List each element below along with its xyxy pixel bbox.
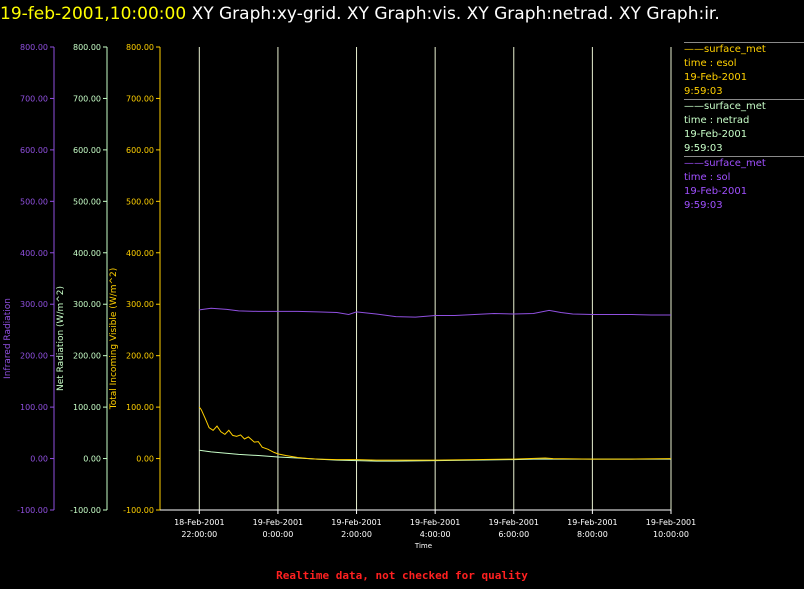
y-tick-label-ir: 800.00 (20, 43, 48, 52)
y-tick-label-netrad: 600.00 (73, 146, 101, 155)
y-tick-label-netrad: 700.00 (73, 94, 101, 103)
legend-series-name: ——surface_met (684, 44, 766, 55)
legend-entry-sol: ——surface_met time : sol 19-Feb-2001 9:5… (684, 156, 804, 213)
y-tick-label-ir: 400.00 (20, 249, 48, 258)
y-axis-title-ir: Infrared Radiation (3, 298, 13, 379)
x-tick-date-label: 19-Feb-2001 (567, 518, 617, 527)
legend-time: 9:59:03 (684, 143, 723, 154)
quality-warning: Realtime data, not checked for quality (276, 569, 528, 582)
y-tick-label-ir: 0.00 (30, 455, 48, 464)
y-axis-title-netrad: Net Radiation (W/m^2) (56, 286, 66, 391)
series-line-vis (198, 406, 672, 461)
x-tick-time-label: 8:00:00 (577, 530, 608, 539)
legend-entry-netrad: ——surface_met time : netrad 19-Feb-2001 … (684, 99, 804, 156)
x-tick-date-label: 18-Feb-2001 (174, 518, 224, 527)
legend-entry-esol: ——surface_met time : esol 19-Feb-2001 9:… (684, 42, 804, 99)
legend-date: 19-Feb-2001 (684, 72, 748, 83)
y-tick-label-netrad: 400.00 (73, 249, 101, 258)
x-axis: 18-Feb-2001 22:00:00 19-Feb-2001 0:00:00 19-… (160, 509, 696, 550)
legend-series-name: ——surface_met (684, 158, 766, 169)
x-tick-time-label: 2:00:00 (341, 530, 372, 539)
axes-layer: -100.00 0.00 100.00 200.00 300.00 400.00 500.0… (3, 43, 161, 515)
x-tick-time-label: 0:00:00 (263, 530, 294, 539)
x-tick-time-label: 6:00:00 (498, 530, 529, 539)
y-tick-label-netrad: 500.00 (73, 197, 101, 206)
y-tick-label-vis: 800.00 (126, 43, 154, 52)
legend-series-name: ——surface_met (684, 101, 766, 112)
x-tick-time-label: 10:00:00 (653, 530, 689, 539)
y-tick-label-vis: 100.00 (126, 403, 154, 412)
y-tick-label-vis: 700.00 (126, 94, 154, 103)
y-tick-label-ir: 300.00 (20, 300, 48, 309)
legend-field: time : esol (684, 58, 737, 69)
y-tick-label-netrad: 200.00 (73, 352, 101, 361)
y-tick-label-ir: 500.00 (20, 197, 48, 206)
y-tick-label-netrad: 100.00 (73, 403, 101, 412)
y-tick-label-vis: -100.00 (123, 506, 154, 515)
x-tick-date-label: 19-Feb-2001 (646, 518, 696, 527)
grid-layer (198, 47, 672, 510)
x-tick-date-label: 19-Feb-2001 (489, 518, 539, 527)
x-tick-date-label: 19-Feb-2001 (410, 518, 460, 527)
legend-time: 9:59:03 (684, 200, 723, 211)
y-tick-label-netrad: 800.00 (73, 43, 101, 52)
legend-field: time : netrad (684, 115, 750, 126)
title-datetime: 19-feb-2001,10:00:00 (0, 4, 187, 24)
y-tick-label-netrad: -100.00 (70, 506, 101, 515)
y-tick-label-netrad: 0.00 (83, 455, 101, 464)
y-tick-label-ir: -100.00 (17, 506, 48, 515)
y-tick-label-ir: 600.00 (20, 146, 48, 155)
y-axis-title-vis: Total Incoming Visible (W/m^2) (109, 268, 119, 411)
series-layer (198, 307, 672, 462)
legend-time: 9:59:03 (684, 86, 723, 97)
y-tick-label-vis: 500.00 (126, 197, 154, 206)
y-tick-label-vis: 0.00 (136, 455, 154, 464)
y-tick-label-vis: 200.00 (126, 352, 154, 361)
y-tick-label-vis: 400.00 (126, 249, 154, 258)
legend-date: 19-Feb-2001 (684, 129, 748, 140)
graph-title: 19-feb-2001,10:00:00 XY Graph:xy-grid. X… (0, 2, 720, 26)
legend: ——surface_met time : esol 19-Feb-2001 9:… (684, 42, 804, 213)
y-tick-label-vis: 300.00 (126, 300, 154, 309)
x-tick-date-label: 19-Feb-2001 (331, 518, 381, 527)
y-tick-label-netrad: 300.00 (73, 300, 101, 309)
y-tick-label-ir: 200.00 (20, 352, 48, 361)
title-graph-list: XY Graph:xy-grid. XY Graph:vis. XY Graph… (191, 4, 720, 24)
x-tick-time-label: 4:00:00 (420, 530, 451, 539)
x-tick-date-label: 19-Feb-2001 (253, 518, 303, 527)
y-tick-label-ir: 700.00 (20, 94, 48, 103)
x-tick-time-label: 22:00:00 (181, 530, 217, 539)
series-line-ir (199, 307, 671, 318)
legend-field: time : sol (684, 172, 731, 183)
x-axis-title: Time (414, 542, 432, 550)
y-tick-label-ir: 100.00 (20, 403, 48, 412)
legend-date: 19-Feb-2001 (684, 186, 748, 197)
y-tick-label-vis: 600.00 (126, 146, 154, 155)
